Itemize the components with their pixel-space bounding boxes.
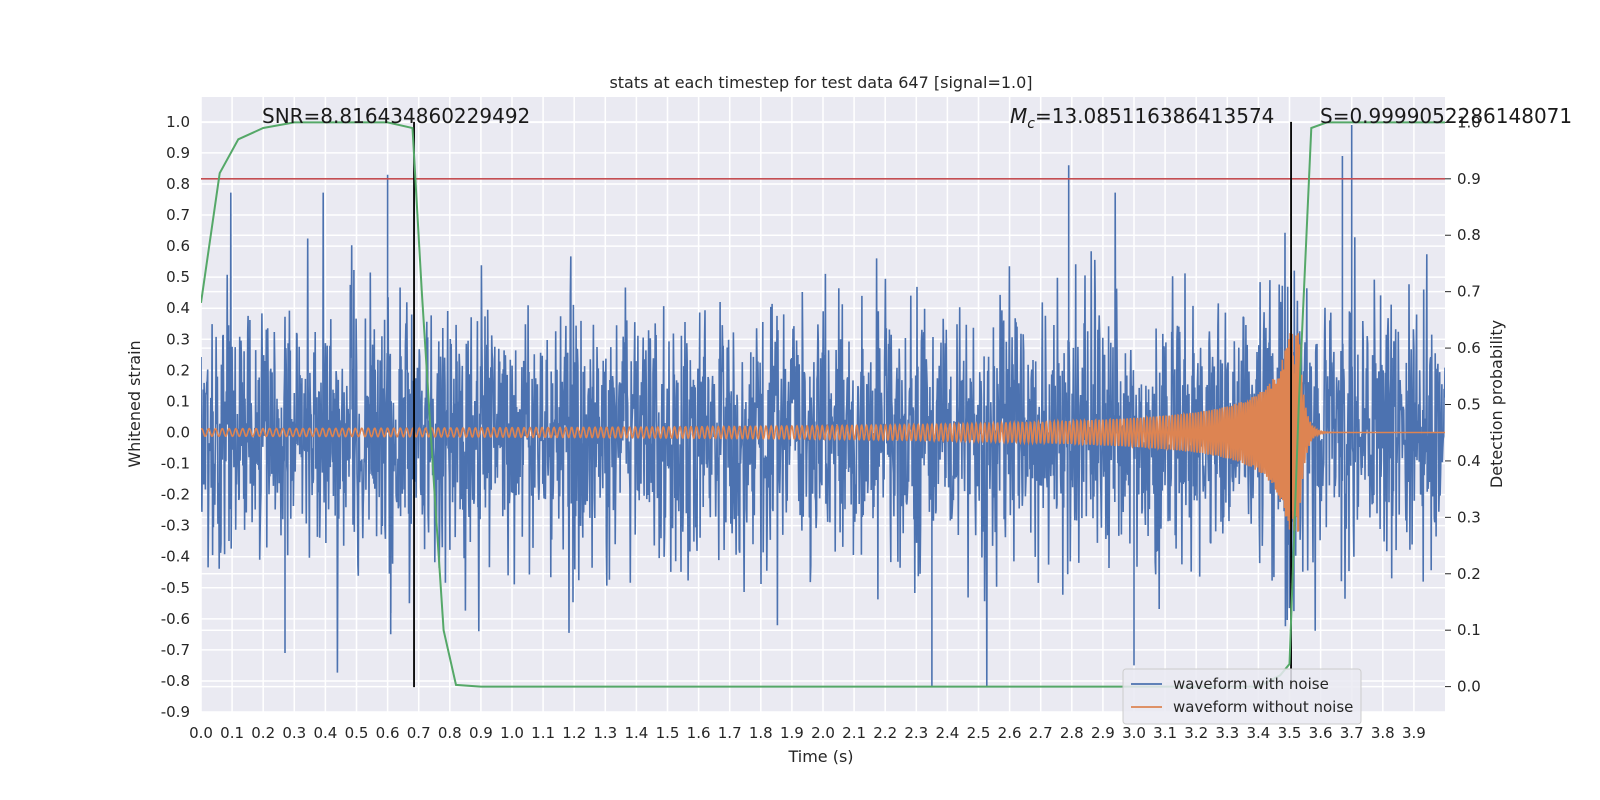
- x-tick-label: 1.5: [656, 724, 680, 742]
- series-detection-probability-line: [201, 121, 1445, 688]
- x-tick-label: 1.0: [500, 724, 524, 742]
- y-tick-label: 0.2: [166, 361, 190, 379]
- x-tick-label: 3.7: [1340, 724, 1364, 742]
- x-axis-label: Time (s): [787, 747, 853, 766]
- y-tick-labels: 1.0 0.9 0.8 0.7 0.6 0.5 0.4 0.3 0.2 0.1 0.0 -0.1 -0.…: [161, 113, 190, 721]
- y-tick-label: 0.5: [166, 268, 190, 286]
- y-tick-label: -0.9: [161, 703, 190, 721]
- x-tick-label: 3.9: [1402, 724, 1426, 742]
- y-tick-label: 0.8: [166, 175, 190, 193]
- x-tick-label: 0.8: [438, 724, 462, 742]
- x-tick-label: 2.8: [1060, 724, 1084, 742]
- y-tick-label: 0.3: [166, 330, 190, 348]
- x-tick-label: 0.9: [469, 724, 493, 742]
- chirp-mass-annotation: Mc=13.085116386413574: [1010, 104, 1274, 132]
- y2-tick-label: 0.1: [1457, 621, 1481, 639]
- legend-label-waveform-with-noise: waveform with noise: [1173, 675, 1329, 693]
- y2-tick-label: 0.8: [1457, 226, 1481, 244]
- x-tick-label: 1.4: [624, 724, 648, 742]
- x-tick-label: 3.0: [1122, 724, 1146, 742]
- y2-tick-label: 0.0: [1457, 678, 1481, 696]
- chirp-mass-symbol: M: [1010, 104, 1027, 128]
- y-tick-label: -0.5: [161, 579, 190, 597]
- x-tick-label: 2.0: [811, 724, 835, 742]
- x-tick-label: 2.7: [1029, 724, 1053, 742]
- x-tick-label: 2.4: [935, 724, 959, 742]
- snr-annotation: SNR=8.816434860229492: [262, 104, 530, 128]
- legend-label-waveform-without-noise: waveform without noise: [1173, 698, 1353, 716]
- x-tick-label: 0.2: [251, 724, 275, 742]
- x-tick-label: 1.6: [687, 724, 711, 742]
- x-tick-label: 3.6: [1309, 724, 1333, 742]
- y-tick-label: -0.2: [161, 486, 190, 504]
- x-tick-label: 2.9: [1091, 724, 1115, 742]
- x-tick-label: 0.6: [376, 724, 400, 742]
- y2-tick-label: 0.3: [1457, 508, 1481, 526]
- y2-tick-label: 0.9: [1457, 170, 1481, 188]
- x-tick-label: 2.6: [998, 724, 1022, 742]
- y-tick-label: 0.4: [166, 299, 190, 317]
- y2-tick-labels: 1.0 0.9 0.8 0.7 0.6 0.5 0.4 0.3 0.2 0.1 0.0: [1445, 113, 1481, 696]
- legend-box: [1122, 668, 1362, 725]
- y-tick-label: -0.1: [161, 455, 190, 473]
- y2-tick-label: 0.6: [1457, 339, 1481, 357]
- x-tick-label: 1.2: [562, 724, 586, 742]
- y-tick-label: 0.1: [166, 392, 190, 410]
- y-tick-label: -0.8: [161, 672, 190, 690]
- series-waveform-without-noise-line: [201, 333, 1445, 532]
- x-tick-label: 0.0: [189, 724, 213, 742]
- x-tick-label: 1.3: [593, 724, 617, 742]
- x-tick-label: 0.5: [345, 724, 369, 742]
- chirp-mass-value: =13.085116386413574: [1035, 104, 1274, 128]
- x-tick-label: 1.1: [531, 724, 555, 742]
- y2-tick-label: 0.4: [1457, 452, 1481, 470]
- x-tick-label: 1.7: [718, 724, 742, 742]
- y-axis-label: Whitened strain: [125, 340, 144, 467]
- y2-tick-label: 0.2: [1457, 565, 1481, 583]
- x-tick-label: 3.5: [1278, 724, 1302, 742]
- chart-title: stats at each timestep for test data 647…: [609, 73, 1032, 92]
- s-annotation: S=0.9999052286148071: [1320, 104, 1572, 128]
- y-tick-label: -0.3: [161, 517, 190, 535]
- y2-tick-label: 0.5: [1457, 396, 1481, 414]
- x-tick-label: 0.3: [282, 724, 306, 742]
- x-tick-labels: 0.0 0.1 0.2 0.3 0.4 0.5 0.6 0.7 0.8 0.9 1.0 1.1 1.2 1…: [189, 724, 1426, 742]
- y-tick-label: -0.4: [161, 548, 190, 566]
- y-tick-label: 0.9: [166, 144, 190, 162]
- x-tick-label: 3.1: [1153, 724, 1177, 742]
- x-tick-label: 3.4: [1246, 724, 1270, 742]
- y-tick-label: 0.7: [166, 206, 190, 224]
- x-tick-label: 1.9: [780, 724, 804, 742]
- x-tick-label: 2.5: [967, 724, 991, 742]
- x-tick-label: 1.8: [749, 724, 773, 742]
- x-tick-label: 0.7: [407, 724, 431, 742]
- x-tick-label: 0.4: [313, 724, 337, 742]
- x-tick-label: 3.3: [1215, 724, 1239, 742]
- y2-tick-label: 0.7: [1457, 283, 1481, 301]
- x-tick-label: 0.1: [220, 724, 244, 742]
- y-tick-label: -0.6: [161, 610, 190, 628]
- y-tick-label: 0.0: [166, 423, 190, 441]
- legend: waveform with noise waveform without noi…: [1122, 668, 1362, 725]
- y-tick-label: 0.6: [166, 237, 190, 255]
- x-tick-label: 3.8: [1371, 724, 1395, 742]
- chirp-mass-subscript: c: [1027, 116, 1035, 132]
- x-tick-label: 3.2: [1184, 724, 1208, 742]
- y-tick-label: -0.7: [161, 641, 190, 659]
- y2-axis-label: Detection probability: [1487, 320, 1506, 488]
- x-tick-label: 2.1: [842, 724, 866, 742]
- x-tick-label: 2.3: [904, 724, 928, 742]
- y2-tick-label: 1.0: [1457, 113, 1481, 131]
- x-tick-label: 2.2: [873, 724, 897, 742]
- y-tick-label: 1.0: [166, 113, 190, 131]
- series-waveform-with-noise-line: [201, 125, 1445, 688]
